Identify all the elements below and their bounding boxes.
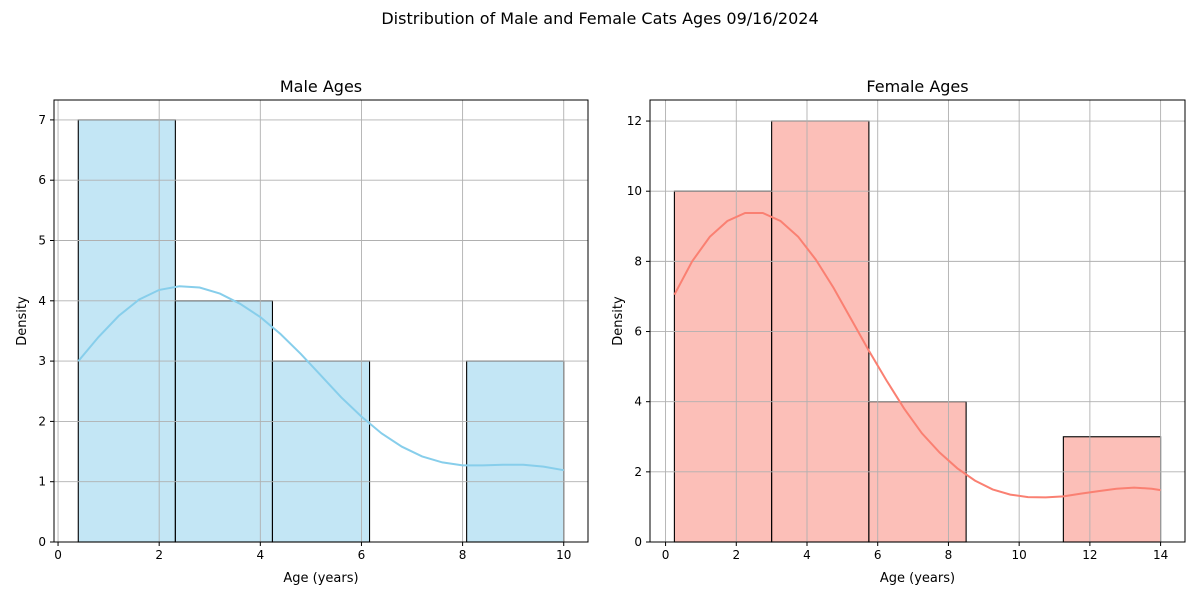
y-tick-label: 5: [38, 233, 46, 247]
y-axis-label: Density: [611, 296, 626, 346]
x-tick-label: 4: [256, 548, 264, 562]
y-tick-label: 0: [38, 535, 46, 549]
x-tick-label: 2: [732, 548, 740, 562]
histogram-bar: [271, 360, 371, 543]
histogram-bar: [77, 119, 176, 543]
y-tick-label: 1: [38, 475, 46, 489]
x-axis-label: Age (years): [283, 571, 358, 586]
x-tick-label: 0: [54, 548, 62, 562]
y-tick-label: 3: [38, 354, 46, 368]
y-tick-label: 2: [634, 465, 642, 479]
y-tick-label: 12: [627, 114, 642, 128]
x-tick-label: 6: [358, 548, 366, 562]
x-tick-label: 14: [1153, 548, 1168, 562]
chart-title: Female Ages: [866, 77, 968, 96]
x-tick-label: 6: [874, 548, 882, 562]
x-tick-label: 12: [1082, 548, 1097, 562]
y-tick-label: 8: [634, 254, 642, 268]
axes-frame: [53, 99, 589, 543]
kde-line: [673, 212, 1161, 499]
axes-frame: [649, 99, 1186, 543]
x-tick-label: 8: [459, 548, 467, 562]
kde-line: [77, 285, 564, 472]
y-tick-label: 2: [38, 414, 46, 428]
x-tick-label: 4: [803, 548, 811, 562]
x-tick-label: 10: [556, 548, 571, 562]
y-tick-label: 10: [627, 184, 642, 198]
x-axis-label: Age (years): [880, 571, 955, 586]
histogram-bar: [673, 190, 773, 543]
x-tick-label: 0: [662, 548, 670, 562]
y-tick-label: 7: [38, 113, 46, 127]
x-tick-label: 8: [945, 548, 953, 562]
chart-panel-female: 0 2 4 6 8 10 12 14 0 2 4 6 8 10 12 Female Ages Age (year…: [611, 77, 1186, 586]
y-tick-label: 6: [634, 325, 642, 339]
histogram-bar: [466, 360, 565, 543]
y-tick-label: 4: [38, 294, 46, 308]
chart-panel-male: 0 2 4 6 8 10 0 1 2 3 4 5 6 7 Male Ages Age (years) Densi…: [15, 77, 589, 586]
y-tick-label: 6: [38, 173, 46, 187]
chart-title: Male Ages: [280, 77, 362, 96]
y-tick-label: 0: [634, 535, 642, 549]
y-axis-label: Density: [15, 296, 30, 346]
x-tick-label: 2: [155, 548, 163, 562]
figure-suptitle: Distribution of Male and Female Cats Age…: [381, 9, 819, 28]
x-tick-label: 10: [1012, 548, 1027, 562]
y-tick-label: 4: [634, 395, 642, 409]
